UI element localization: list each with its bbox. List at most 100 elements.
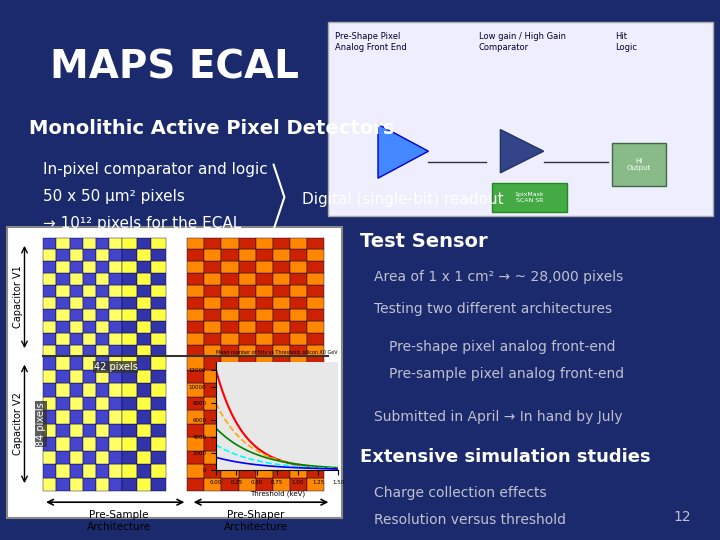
Title: Mean number of hits vs Threshold, silicon X0 GeV: Mean number of hits vs Threshold, silico… — [217, 349, 338, 354]
Bar — [137, 464, 151, 478]
Bar — [187, 437, 204, 451]
Bar — [43, 333, 56, 345]
Bar — [256, 309, 273, 321]
Bar — [151, 261, 166, 273]
Text: MAPS ECAL: MAPS ECAL — [50, 49, 300, 86]
Bar — [122, 297, 137, 309]
Bar — [289, 297, 307, 309]
Bar — [137, 397, 151, 410]
Bar — [151, 356, 166, 370]
Bar — [83, 464, 96, 478]
FancyBboxPatch shape — [7, 227, 342, 518]
Bar — [204, 410, 222, 424]
Bar — [70, 451, 83, 464]
Bar — [256, 478, 273, 491]
Bar — [109, 383, 122, 397]
Bar — [307, 410, 324, 424]
Bar — [238, 309, 256, 321]
Bar — [204, 297, 222, 309]
Bar — [289, 333, 307, 345]
Bar — [222, 261, 238, 273]
Bar — [307, 356, 324, 370]
Text: Submitted in April → In hand by July: Submitted in April → In hand by July — [374, 410, 623, 424]
Bar — [137, 261, 151, 273]
Bar — [151, 451, 166, 464]
Bar — [56, 437, 70, 451]
Bar — [222, 383, 238, 397]
Bar — [222, 370, 238, 383]
Bar — [238, 261, 256, 273]
Bar — [83, 333, 96, 345]
Bar — [204, 478, 222, 491]
Bar — [56, 309, 70, 321]
Text: 1pixMask
SCAN SR: 1pixMask SCAN SR — [514, 192, 544, 202]
Bar — [70, 437, 83, 451]
Bar — [70, 273, 83, 285]
Bar — [151, 297, 166, 309]
Bar — [289, 478, 307, 491]
Bar — [204, 345, 222, 356]
Bar — [137, 383, 151, 397]
Bar — [151, 321, 166, 333]
Bar — [70, 333, 83, 345]
Bar — [70, 321, 83, 333]
Bar — [307, 273, 324, 285]
Bar — [273, 424, 290, 437]
Bar — [151, 333, 166, 345]
Bar — [137, 451, 151, 464]
Bar — [122, 383, 137, 397]
Bar — [151, 424, 166, 437]
Bar — [83, 478, 96, 491]
Text: Testing two different architectures: Testing two different architectures — [374, 302, 613, 316]
Bar — [151, 345, 166, 356]
Bar — [70, 297, 83, 309]
Bar — [238, 333, 256, 345]
Text: Hi
Output: Hi Output — [626, 158, 651, 171]
Bar — [83, 238, 96, 249]
Bar — [187, 451, 204, 464]
Bar — [187, 261, 204, 273]
Bar — [222, 437, 238, 451]
Bar — [187, 464, 204, 478]
Text: → 10¹² pixels for the ECAL: → 10¹² pixels for the ECAL — [43, 216, 241, 231]
Bar — [137, 437, 151, 451]
Text: Digital (single-bit) readout: Digital (single-bit) readout — [302, 192, 504, 207]
Bar — [238, 370, 256, 383]
Bar — [204, 356, 222, 370]
Bar — [70, 478, 83, 491]
Bar — [43, 297, 56, 309]
Bar — [137, 410, 151, 424]
Bar — [273, 437, 290, 451]
Bar — [96, 297, 109, 309]
Bar — [56, 424, 70, 437]
Bar — [137, 478, 151, 491]
Bar — [187, 333, 204, 345]
Bar — [56, 345, 70, 356]
Bar — [56, 261, 70, 273]
Bar — [43, 383, 56, 397]
Bar — [307, 249, 324, 261]
Bar — [43, 249, 56, 261]
Bar — [83, 356, 96, 370]
Bar — [70, 261, 83, 273]
Bar — [256, 321, 273, 333]
Bar — [122, 356, 137, 370]
Bar — [137, 356, 151, 370]
Bar — [187, 238, 204, 249]
Bar — [56, 478, 70, 491]
Bar — [238, 356, 256, 370]
Bar — [83, 451, 96, 464]
Bar — [204, 424, 222, 437]
Bar — [43, 451, 56, 464]
Bar — [273, 464, 290, 478]
Bar — [83, 249, 96, 261]
Bar — [222, 273, 238, 285]
Bar — [122, 410, 137, 424]
Bar — [256, 410, 273, 424]
Bar — [273, 297, 290, 309]
Bar — [222, 238, 238, 249]
Bar — [109, 238, 122, 249]
Bar — [122, 321, 137, 333]
Bar — [83, 397, 96, 410]
Bar — [96, 238, 109, 249]
